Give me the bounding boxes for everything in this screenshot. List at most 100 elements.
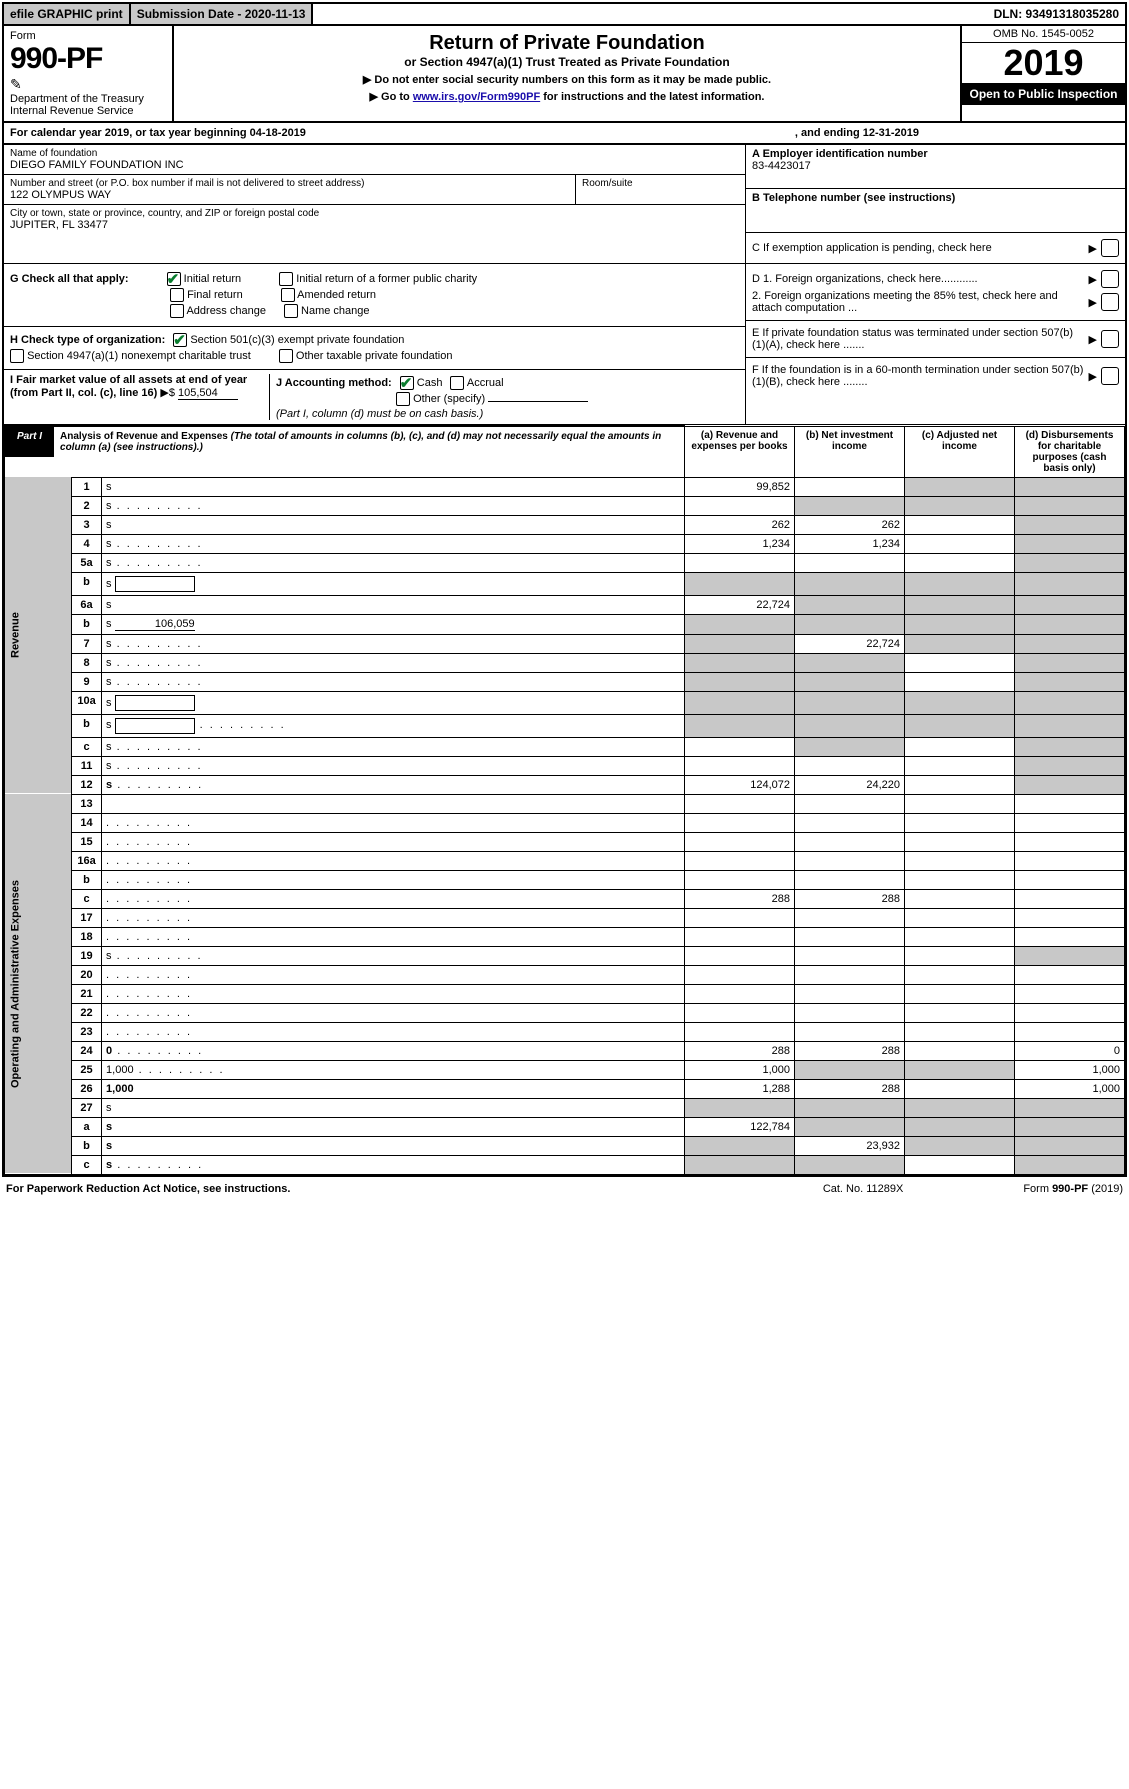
cell-c <box>905 870 1015 889</box>
checkbox-amended[interactable] <box>281 288 295 302</box>
cell-b: 23,932 <box>795 1136 905 1155</box>
line-desc: s <box>102 515 685 534</box>
fmv-value: 105,504 <box>178 387 238 400</box>
cell-d <box>1015 851 1125 870</box>
cell-b: 288 <box>795 889 905 908</box>
footer-left: For Paperwork Reduction Act Notice, see … <box>6 1183 290 1195</box>
cell-c <box>905 672 1015 691</box>
checkbox-501c3[interactable] <box>173 333 187 347</box>
cell-c <box>905 1079 1015 1098</box>
table-row: 20 <box>5 965 1125 984</box>
line-number: 16a <box>72 851 102 870</box>
checkbox-4947[interactable] <box>10 349 24 363</box>
dln-label: DLN: 93491318035280 <box>988 4 1125 24</box>
cell-d <box>1015 634 1125 653</box>
cell-b <box>795 714 905 737</box>
cell-d <box>1015 889 1125 908</box>
checkbox-other-tax[interactable] <box>279 349 293 363</box>
page-footer: For Paperwork Reduction Act Notice, see … <box>0 1179 1129 1199</box>
cell-c <box>905 851 1015 870</box>
cell-a <box>685 553 795 572</box>
cell-b <box>795 672 905 691</box>
line-number: 9 <box>72 672 102 691</box>
cell-a <box>685 794 795 813</box>
irs-link[interactable]: www.irs.gov/Form990PF <box>413 91 540 103</box>
checkbox-cash[interactable] <box>400 376 414 390</box>
form-subtitle: or Section 4947(a)(1) Trust Treated as P… <box>180 55 954 69</box>
cell-b <box>795 984 905 1003</box>
line-desc: s <box>102 595 685 614</box>
table-row: 18 <box>5 927 1125 946</box>
line-number: 15 <box>72 832 102 851</box>
cell-d <box>1015 737 1125 756</box>
cell-a <box>685 653 795 672</box>
cell-d <box>1015 1022 1125 1041</box>
cell-d: 0 <box>1015 1041 1125 1060</box>
cell-d <box>1015 572 1125 595</box>
cell-b <box>795 908 905 927</box>
line-desc: s <box>102 714 685 737</box>
room-suite: Room/suite <box>575 175 745 204</box>
cell-c <box>905 927 1015 946</box>
cell-a: 1,234 <box>685 534 795 553</box>
table-row: 10as <box>5 691 1125 714</box>
info-left: Name of foundation DIEGO FAMILY FOUNDATI… <box>4 145 745 263</box>
checkbox-name-change[interactable] <box>284 304 298 318</box>
info-right: A Employer identification number 83-4423… <box>745 145 1125 263</box>
cell-b <box>795 572 905 595</box>
cell-b <box>795 851 905 870</box>
checkbox-accrual[interactable] <box>450 376 464 390</box>
table-row: cs <box>5 1155 1125 1174</box>
table-row: 251,0001,0001,000 <box>5 1060 1125 1079</box>
line-desc: s 106,059 <box>102 614 685 634</box>
line-number: 3 <box>72 515 102 534</box>
line-number: 13 <box>72 794 102 813</box>
checkbox-initial[interactable] <box>167 272 181 286</box>
item-c: C If exemption application is pending, c… <box>746 233 1125 263</box>
cell-c <box>905 1041 1015 1060</box>
cell-d <box>1015 870 1125 889</box>
dept-treasury: Department of the TreasuryInternal Reven… <box>10 93 166 117</box>
cell-c <box>905 653 1015 672</box>
checkbox-other-method[interactable] <box>396 392 410 406</box>
checkbox-c[interactable] <box>1101 239 1119 257</box>
line-number: 24 <box>72 1041 102 1060</box>
line-desc <box>102 794 685 813</box>
revenue-label: Revenue <box>5 477 72 794</box>
cell-c <box>905 572 1015 595</box>
cell-c <box>905 534 1015 553</box>
line-number: c <box>72 1155 102 1174</box>
line-desc: s <box>102 553 685 572</box>
checkbox-d1[interactable] <box>1101 270 1119 288</box>
checkbox-f[interactable] <box>1101 367 1119 385</box>
table-row: bs 106,059 <box>5 614 1125 634</box>
cell-b <box>795 1155 905 1174</box>
cell-b <box>795 737 905 756</box>
line-desc: s <box>102 1098 685 1117</box>
line-number: 6a <box>72 595 102 614</box>
cell-d <box>1015 832 1125 851</box>
foundation-name: Name of foundation DIEGO FAMILY FOUNDATI… <box>4 145 745 175</box>
checkbox-d2[interactable] <box>1101 293 1119 311</box>
cell-c <box>905 614 1015 634</box>
cell-b <box>795 946 905 965</box>
cell-c <box>905 813 1015 832</box>
cell-a: 22,724 <box>685 595 795 614</box>
cell-b <box>795 1117 905 1136</box>
col-b-header: (b) Net investment income <box>795 426 905 477</box>
cell-c <box>905 634 1015 653</box>
cell-b <box>795 965 905 984</box>
form-title: Return of Private Foundation <box>180 32 954 55</box>
cell-c <box>905 794 1015 813</box>
cell-a: 122,784 <box>685 1117 795 1136</box>
cell-d <box>1015 653 1125 672</box>
line-number: 23 <box>72 1022 102 1041</box>
cell-a <box>685 1098 795 1117</box>
table-row: 11s <box>5 756 1125 775</box>
checkbox-addr-change[interactable] <box>170 304 184 318</box>
checkbox-final[interactable] <box>170 288 184 302</box>
cell-d <box>1015 496 1125 515</box>
cell-a <box>685 737 795 756</box>
checkbox-e[interactable] <box>1101 330 1119 348</box>
checkbox-initial-former[interactable] <box>279 272 293 286</box>
